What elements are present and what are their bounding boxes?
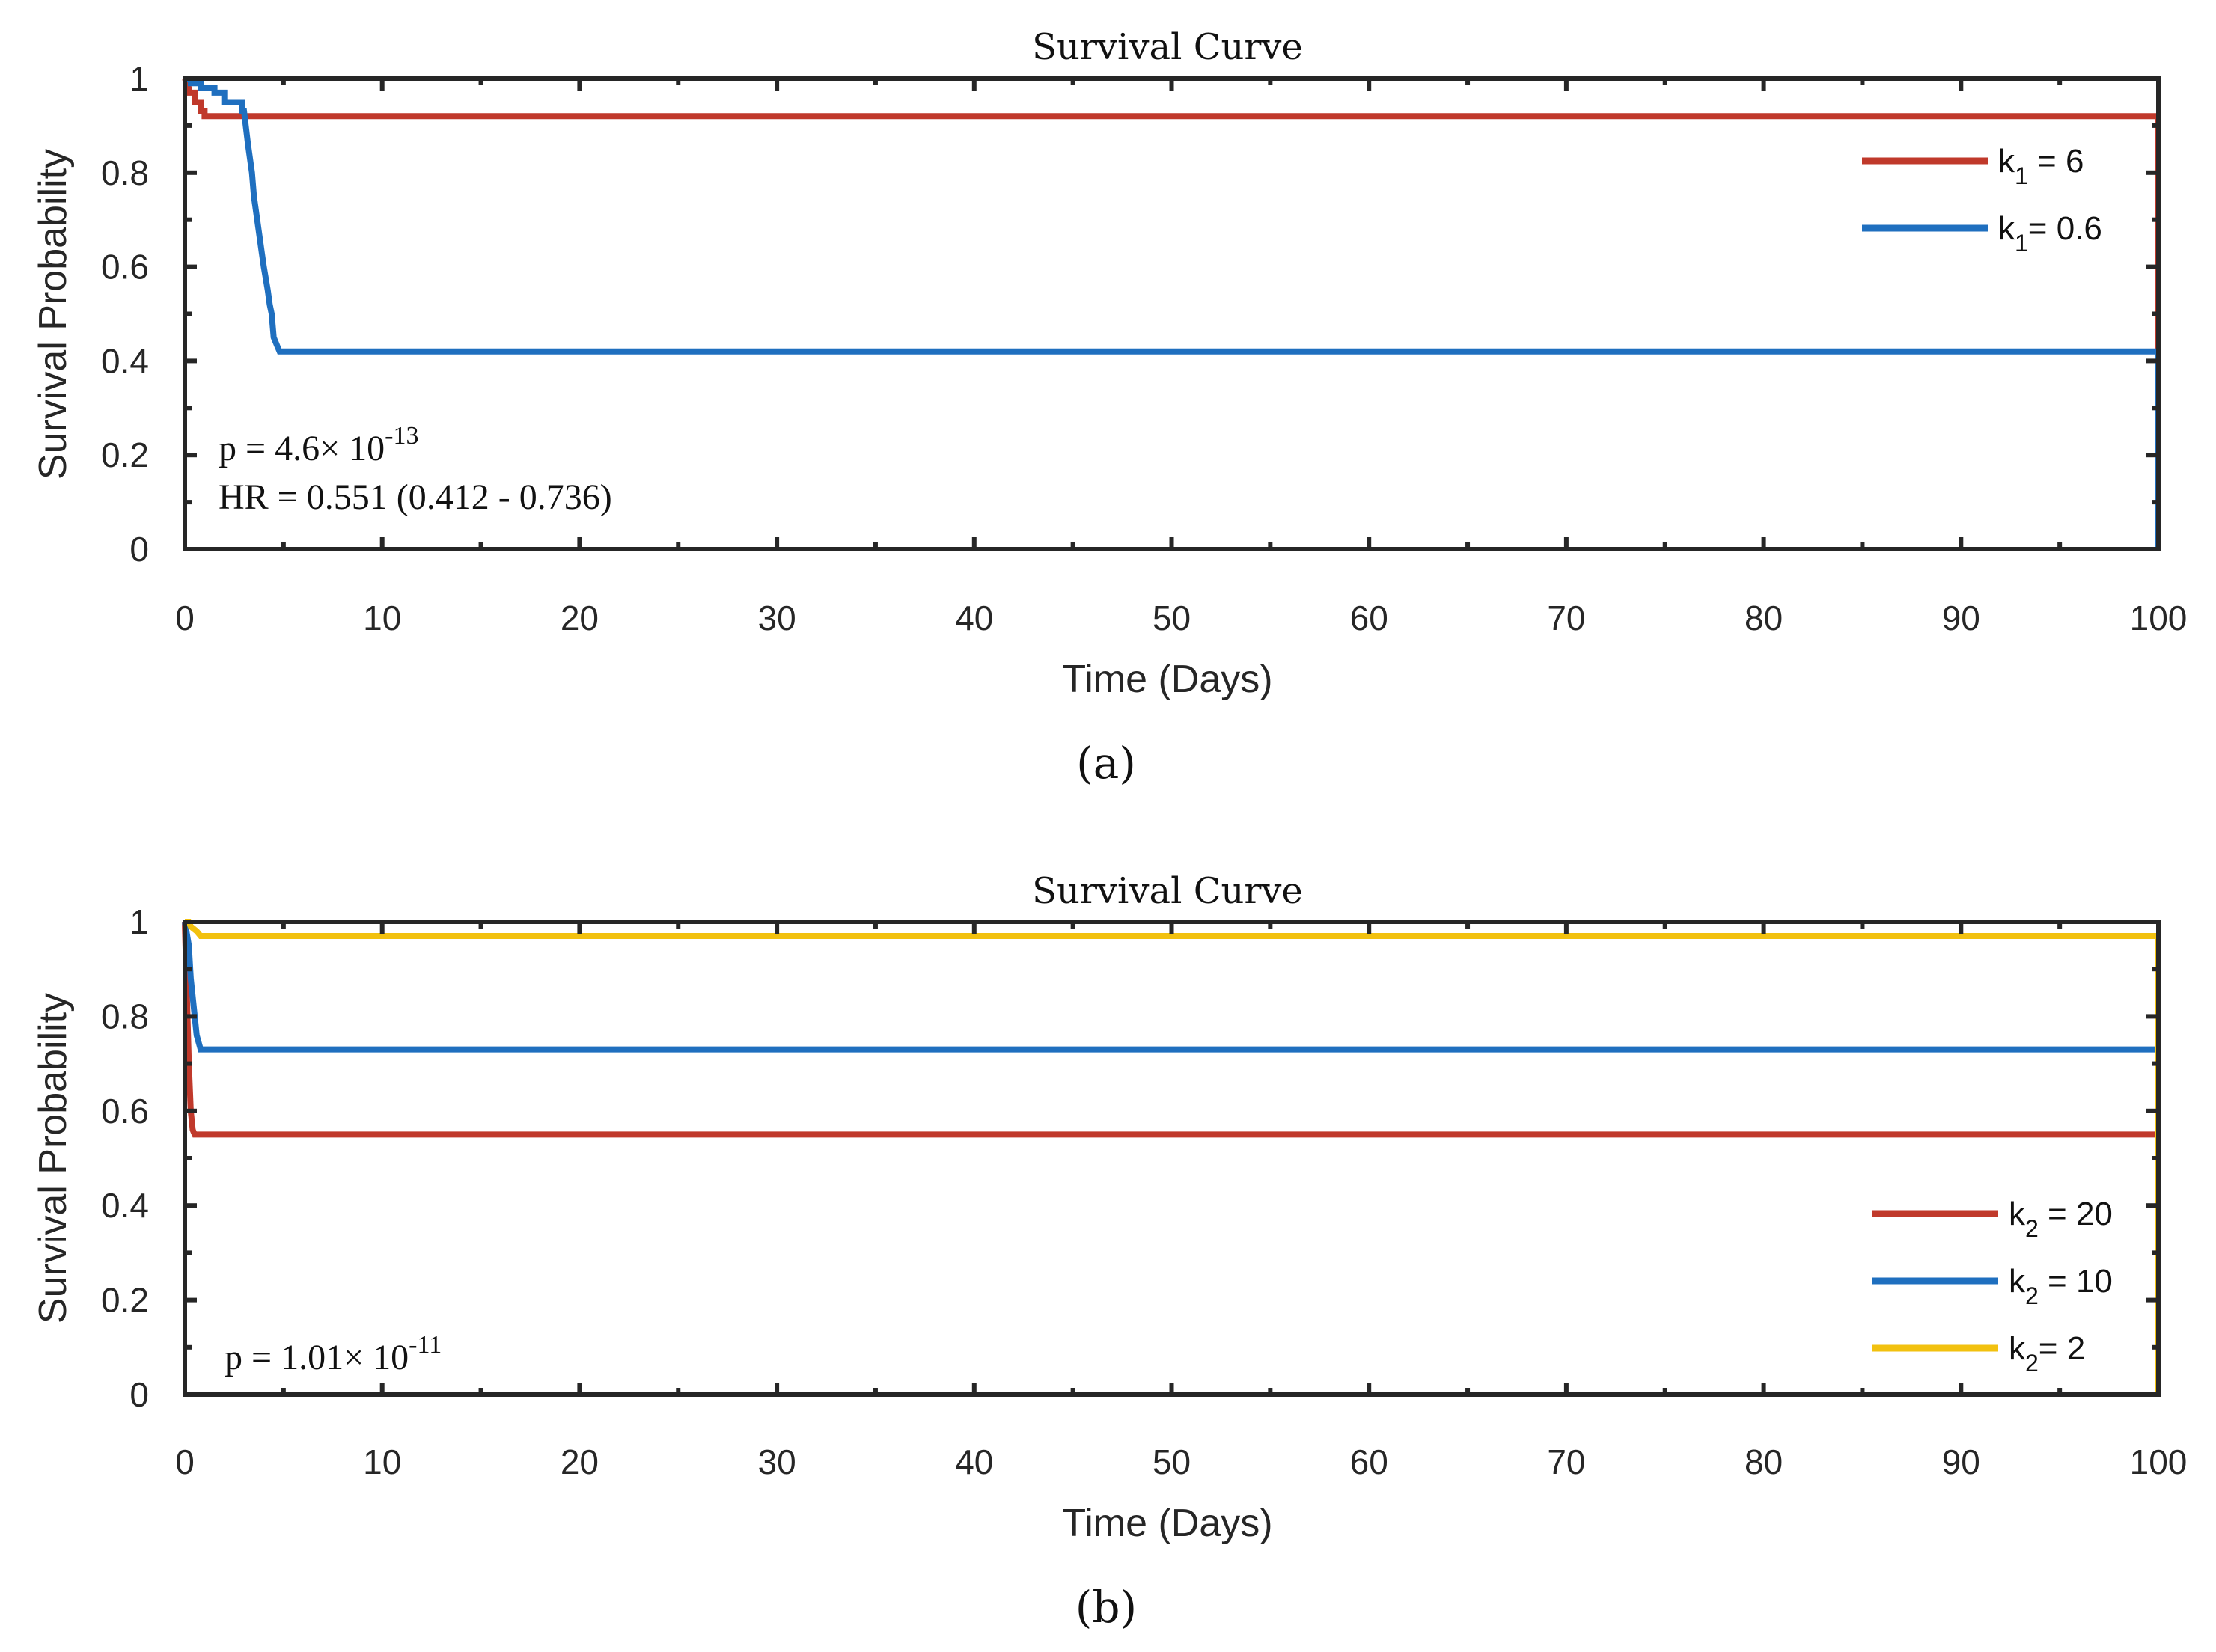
x-tick-label: 100 — [2130, 1443, 2188, 1481]
legend: k1 = 6 k1= 0.6 — [1862, 143, 2102, 257]
x-tick-label: 80 — [1745, 1443, 1783, 1481]
x-tick-label: 10 — [363, 1443, 401, 1481]
series-line-1 — [182, 921, 2158, 1138]
y-tick-label: 0.4 — [101, 1186, 149, 1225]
annotations: p = 1.01× 10-11 — [225, 1331, 442, 1377]
legend-label: k1= 0.6 — [1998, 210, 2102, 257]
series-line-2 — [185, 76, 2161, 549]
x-tick-label: 50 — [1153, 599, 1191, 637]
series-line-3 — [185, 919, 2161, 1395]
chart-title: Survival Curve — [1032, 870, 1303, 912]
y-tick-label: 0 — [129, 530, 149, 569]
x-tick-label: 100 — [2130, 599, 2188, 637]
y-tick-labels: 0 0.2 0.4 0.6 0.8 1 — [101, 59, 149, 569]
series-line-1 — [182, 77, 2161, 352]
tick-marks — [183, 76, 2161, 551]
panel-a: Survival Curve 0 10 20 30 40 50 60 70 80 90 100 00… — [31, 26, 2187, 789]
x-tick-label: 20 — [561, 599, 599, 637]
caption-a: (a) — [1076, 738, 1136, 789]
x-tick-label: 90 — [1942, 599, 1980, 637]
legend-label: k2= 2 — [2009, 1330, 2085, 1377]
series-line-2 — [182, 921, 2158, 1053]
y-tick-label: 1 — [129, 902, 149, 941]
axes-box — [183, 920, 2161, 1397]
chart-title: Survival Curve — [1032, 26, 1303, 68]
x-tick-label: 40 — [955, 599, 993, 637]
y-tick-label: 0.6 — [101, 248, 149, 287]
annotation: HR = 0.551 (0.412 - 0.736) — [219, 477, 612, 517]
x-tick-label: 30 — [758, 1443, 796, 1481]
y-tick-label: 1 — [129, 59, 149, 98]
x-tick-label: 60 — [1350, 1443, 1388, 1481]
y-tick-label: 0.8 — [101, 153, 149, 192]
legend-label: k2 = 20 — [2009, 1196, 2113, 1242]
x-tick-label: 70 — [1547, 599, 1585, 637]
y-tick-label: 0.2 — [101, 435, 149, 474]
annotation: p = 1.01× 10-11 — [225, 1331, 442, 1377]
y-tick-labels: 0 0.2 0.4 0.6 0.8 1 — [101, 902, 149, 1414]
x-axis-label: Time (Days) — [1062, 658, 1272, 701]
annotations: p = 4.6× 10-13 HR = 0.551 (0.412 - 0.736) — [219, 422, 612, 517]
x-tick-label: 20 — [561, 1443, 599, 1481]
plot-area — [182, 76, 2161, 549]
legend-label: k2 = 10 — [2009, 1263, 2113, 1309]
x-axis-label: Time (Days) — [1062, 1502, 1272, 1545]
y-tick-label: 0.2 — [101, 1281, 149, 1320]
caption-b: (b) — [1075, 1582, 1137, 1633]
x-tick-label: 80 — [1745, 599, 1783, 637]
y-axis-label: Survival Probability — [31, 149, 75, 480]
x-tick-label: 30 — [758, 599, 796, 637]
x-tick-label: 40 — [955, 1443, 993, 1481]
y-tick-label: 0.8 — [101, 997, 149, 1035]
x-tick-label: 0 — [175, 599, 195, 637]
y-tick-label: 0.4 — [101, 341, 149, 380]
legend: k2 = 20 k2 = 10 k2= 2 — [1872, 1196, 2113, 1377]
x-tick-label: 50 — [1153, 1443, 1191, 1481]
y-tick-label: 0.6 — [101, 1092, 149, 1131]
x-tick-label: 10 — [363, 599, 401, 637]
x-tick-label: 60 — [1350, 599, 1388, 637]
y-axis-label: Survival Probability — [31, 993, 75, 1324]
x-tick-label: 0 — [175, 1443, 195, 1481]
x-tick-labels: 0 10 20 30 40 50 60 70 80 90 100 — [175, 1443, 2187, 1481]
panel-b: Survival Curve 0 10 20 30 40 50 60 70 80 90 100 00… — [31, 870, 2187, 1633]
x-tick-labels: 0 10 20 30 40 50 60 70 80 90 100 — [175, 599, 2187, 637]
x-tick-label: 70 — [1547, 1443, 1585, 1481]
tick-marks — [183, 920, 2161, 1397]
annotation: p = 4.6× 10-13 — [219, 422, 418, 468]
x-tick-label: 90 — [1942, 1443, 1980, 1481]
plot-area — [182, 919, 2161, 1395]
legend-label: k1 = 6 — [1998, 143, 2084, 189]
y-tick-label: 0 — [129, 1375, 149, 1414]
